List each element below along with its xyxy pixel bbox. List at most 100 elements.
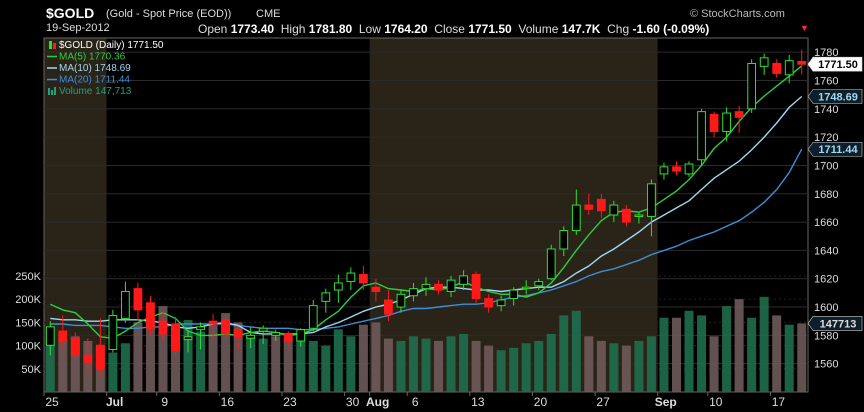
candle (622, 205, 631, 227)
candle-body (333, 282, 343, 291)
volume-bar (170, 324, 181, 392)
ma20-badge-shape (807, 141, 863, 157)
volume-bar (784, 324, 794, 392)
volume-bar (208, 324, 218, 392)
volume-bar (358, 324, 368, 392)
volume-bar (434, 340, 444, 392)
volume-bar (70, 336, 80, 392)
candle (521, 280, 531, 295)
price-tick-label: 1680 (814, 189, 838, 201)
candle (759, 53, 769, 75)
volume-bar (120, 343, 130, 392)
volume-bar (221, 313, 231, 392)
candle-body (496, 299, 506, 307)
candle (722, 107, 731, 142)
volume-bar (646, 336, 656, 392)
volume-tick-label: 100K (15, 341, 41, 353)
candle (409, 282, 418, 302)
symbol-description: (Gold - Spot Price (EOD)) (106, 8, 232, 20)
candle-body (647, 183, 656, 217)
price-tick-label: 1740 (814, 104, 838, 116)
volume-bar (571, 310, 581, 392)
x-tick-label: 30 (346, 395, 360, 409)
candle (697, 108, 706, 166)
volume-bar (408, 336, 418, 392)
volume-bar (772, 315, 782, 392)
legend-item: MA(5) 1770.36 (47, 52, 126, 63)
candle-body (396, 293, 406, 308)
x-tick-label: 23 (283, 395, 297, 409)
candle (333, 274, 343, 303)
close-value: 1771.50 (468, 22, 512, 36)
volume-bar (446, 336, 456, 392)
candle (296, 328, 306, 347)
close-badge-shape (807, 56, 863, 72)
candle-body (722, 112, 731, 132)
close-badge-text: 1771.50 (818, 59, 858, 71)
ma10-badge-shape (807, 89, 863, 104)
x-tick-label: 6 (412, 395, 419, 409)
candle (471, 271, 481, 303)
price-tick-label: 1720 (814, 132, 838, 144)
candle-body (296, 329, 306, 342)
price-candles (45, 49, 807, 376)
candle-body (221, 319, 230, 335)
candle (647, 179, 656, 237)
candle (221, 315, 230, 339)
candle (258, 325, 268, 344)
volume-bar (296, 333, 306, 392)
price-tick-label: 1700 (814, 160, 838, 172)
volume-bar (45, 343, 55, 392)
down-arrow-icon: ▼ (800, 23, 809, 33)
volume-bar (421, 338, 431, 392)
ma10-badge-text: 1748.69 (818, 91, 858, 103)
open-label: Open (198, 22, 228, 36)
candle-body (233, 329, 243, 338)
x-tick-label: 16 (221, 395, 235, 409)
high-value: 1781.80 (308, 22, 353, 36)
candle-body (459, 275, 468, 285)
volume-bar (396, 340, 406, 392)
candle-icon (49, 41, 52, 49)
candle (171, 316, 180, 356)
volume-bar (108, 352, 118, 392)
candle (233, 326, 243, 350)
legend-text: Volume 147,713 (59, 86, 132, 97)
candle (196, 322, 205, 350)
candle (672, 161, 681, 176)
price-tick-label: 1620 (814, 274, 838, 286)
legend-text: MA(20) 1711.44 (59, 75, 130, 86)
candle (509, 287, 519, 306)
volume-bar (258, 338, 268, 392)
candle (45, 321, 55, 356)
price-tick-label: 1760 (814, 75, 838, 87)
value-badges: 1771.50 1748.69 1711.44 147713 (807, 56, 863, 331)
candle (496, 295, 506, 312)
candle-body (759, 57, 769, 67)
candle (58, 315, 68, 349)
candle (208, 314, 218, 339)
candle (158, 311, 168, 342)
candle-body (709, 113, 719, 132)
candle (70, 332, 80, 361)
volume-bar (471, 340, 481, 392)
legend-text: MA(5) 1770.36 (59, 52, 126, 63)
candle-body (121, 290, 130, 319)
candle (747, 59, 757, 114)
volume-bar (321, 345, 331, 392)
candle-body (409, 288, 418, 297)
candle (659, 162, 669, 180)
volume-bar (546, 333, 556, 392)
ma10-badge: 1748.69 (807, 89, 863, 104)
candle-body (421, 283, 431, 290)
volume-bar (521, 343, 531, 392)
candle-body (371, 286, 381, 292)
candle (108, 309, 118, 353)
candle-body (622, 208, 631, 223)
candle-body (521, 286, 531, 290)
candle (146, 295, 155, 336)
candle-body (133, 288, 143, 311)
